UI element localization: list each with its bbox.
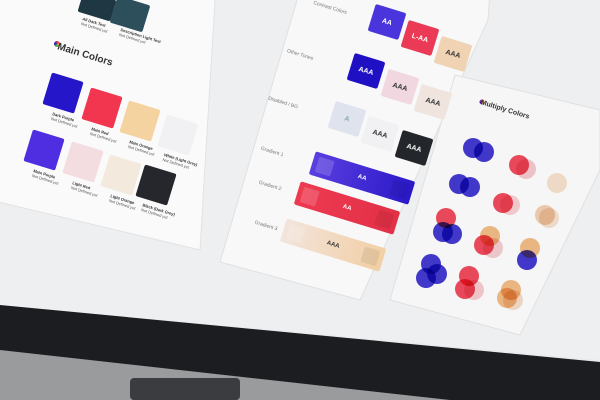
multiply-circle: [460, 177, 480, 197]
multiply-circle: [539, 208, 559, 228]
multiply-circle: [474, 142, 494, 162]
multiply-circle: [503, 290, 523, 310]
multiply-circle: [547, 173, 567, 193]
multiply-circle: [516, 159, 536, 179]
multiply-circle: [483, 238, 503, 258]
multiply-circle: [500, 195, 520, 215]
multiply-circle: [427, 264, 447, 284]
multiply-circle: [442, 224, 462, 244]
multiply-circle: [517, 250, 537, 270]
multiply-circle: [464, 280, 484, 300]
